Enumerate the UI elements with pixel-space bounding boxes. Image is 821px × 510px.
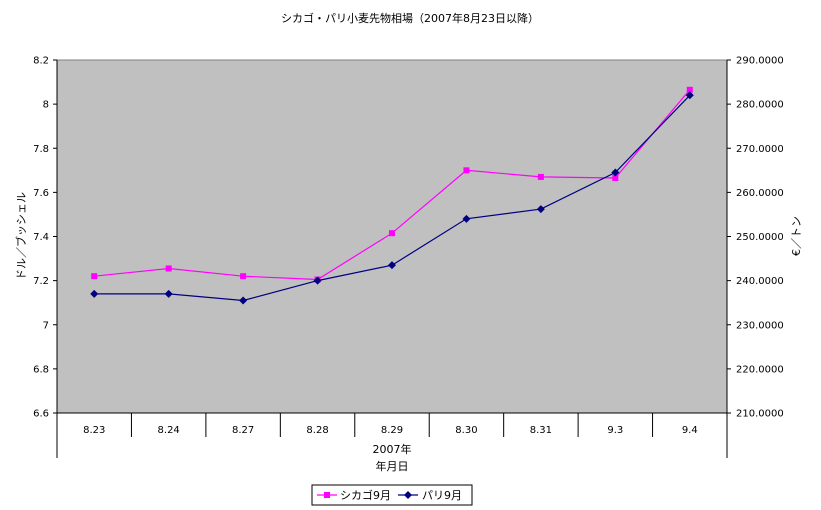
data-point	[612, 175, 619, 182]
left-tick-label: 7.8	[33, 144, 49, 155]
left-tick-label: 7	[43, 320, 49, 331]
legend-label-chicago: シカゴ9月	[340, 488, 391, 502]
right-tick-label: 220.0000	[736, 364, 784, 375]
x-tick-label: 9.3	[607, 425, 623, 436]
x-tick-label: 8.24	[158, 425, 180, 436]
plot-area	[56, 59, 728, 414]
right-y-axis: 210.0000 220.0000 230.0000 240.0000 250.0000…	[726, 56, 784, 420]
data-point	[463, 167, 470, 174]
data-point	[90, 289, 99, 298]
data-point	[313, 276, 322, 285]
right-tick-label: 290.0000	[736, 56, 784, 67]
data-point	[388, 261, 396, 270]
data-point	[536, 205, 545, 214]
left-tick-label: 7.2	[33, 276, 49, 287]
data-point	[611, 168, 620, 177]
right-tick-label: 210.0000	[736, 409, 784, 420]
right-tick-label: 260.0000	[736, 188, 784, 199]
right-tick-label: 280.0000	[736, 100, 784, 111]
data-point	[91, 273, 98, 280]
series-layer	[90, 86, 694, 305]
legend-marker-chicago	[324, 492, 330, 498]
left-y-axis: 6.6 6.8 7 7.2 7.4 7.6 7.8 8 8.2	[33, 56, 58, 420]
legend-label-paris: パリ9月	[422, 489, 462, 502]
right-tick-label: 240.0000	[736, 276, 784, 287]
x-axis-label-date: 年月日	[376, 459, 409, 473]
left-tick-label: 8	[43, 100, 49, 111]
data-point	[686, 86, 693, 93]
x-tick-label: 9.4	[682, 425, 698, 436]
x-tick-label: 8.31	[530, 425, 552, 436]
data-point	[240, 273, 247, 280]
data-point	[164, 289, 173, 298]
x-axis-label-year: 2007年	[373, 442, 412, 456]
left-tick-label: 7.6	[33, 188, 49, 199]
x-tick-label: 8.29	[381, 425, 403, 436]
left-y-axis-label: ドル／ブッシェル	[14, 192, 28, 280]
left-tick-label: 6.6	[33, 409, 49, 420]
data-point	[462, 214, 471, 223]
right-y-axis-label: €／トン	[790, 216, 803, 256]
data-point	[165, 265, 172, 272]
legend-marker-paris	[404, 491, 412, 499]
x-axis: 8.23 8.24 8.27 8.28 8.29 8.30 8.31 9.3 9.4	[56, 412, 728, 458]
x-tick-label: 8.23	[83, 425, 105, 436]
left-tick-label: 6.8	[33, 364, 49, 375]
right-tick-label: 230.0000	[736, 320, 784, 331]
left-tick-label: 8.2	[33, 56, 49, 67]
data-point	[685, 91, 694, 100]
chart-title: シカゴ・パリ小麦先物相場（2007年8月23日以降）	[281, 11, 539, 25]
left-tick-label: 7.4	[33, 232, 49, 243]
right-tick-label: 250.0000	[736, 232, 784, 243]
legend: シカゴ9月 パリ9月	[311, 484, 473, 506]
data-point	[389, 230, 395, 237]
x-tick-label: 8.27	[232, 425, 254, 436]
data-point	[239, 296, 248, 305]
legend-box	[311, 484, 473, 506]
data-point	[537, 173, 544, 180]
x-tick-label: 8.28	[306, 425, 328, 436]
right-tick-label: 270.0000	[736, 144, 784, 155]
x-tick-label: 8.30	[455, 425, 477, 436]
